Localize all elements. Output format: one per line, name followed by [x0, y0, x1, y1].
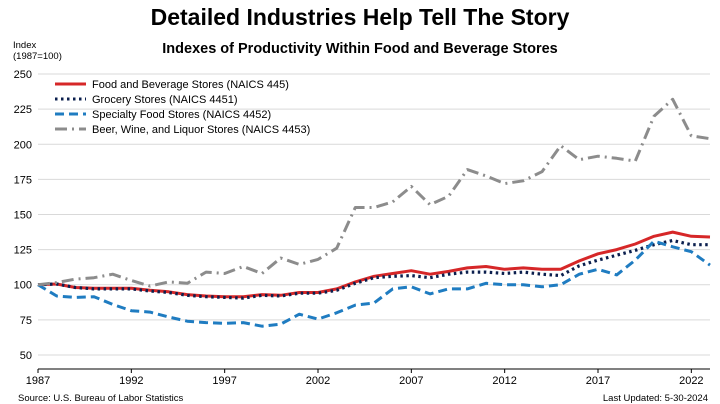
- legend: Food and Beverage Stores (NAICS 445) Groc…: [55, 79, 310, 136]
- y-axis-unit-label: Index (1987=100): [13, 40, 62, 62]
- gridlines: [38, 73, 710, 356]
- y-tick-label-250: 250: [14, 69, 32, 81]
- last-updated-note: Last Updated: 5-30-2024: [602, 393, 708, 404]
- x-tick-label-2017: 2017: [586, 375, 610, 387]
- chart-title: Detailed Industries Help Tell The Story: [150, 4, 570, 30]
- y-axis-unit-line1: Index: [13, 40, 37, 51]
- legend-label-4: Beer, Wine, and Liquor Stores (NAICS 445…: [92, 124, 310, 136]
- y-tick-label-200: 200: [14, 139, 32, 151]
- x-axis: 1987 1992 1997 2002 2007 2012 2017 2022: [26, 368, 710, 387]
- x-tick-label-2012: 2012: [492, 375, 516, 387]
- x-tick-label-1997: 1997: [212, 375, 236, 387]
- x-tick-label-1987: 1987: [26, 375, 50, 387]
- y-tick-label-225: 225: [14, 104, 32, 116]
- y-axis-ticks: 50 75 100 125 150 175 200 225 250: [14, 69, 32, 362]
- y-tick-label-125: 125: [14, 245, 32, 257]
- legend-label-2: Grocery Stores (NAICS 4451): [92, 94, 238, 106]
- chart-subtitle: Indexes of Productivity Within Food and …: [162, 41, 558, 57]
- series-line-1: [37, 230, 711, 299]
- x-tick-label-1992: 1992: [119, 375, 143, 387]
- series-line-4: [37, 97, 711, 288]
- y-tick-label-75: 75: [20, 315, 32, 327]
- y-tick-label-50: 50: [20, 350, 32, 362]
- legend-label-3: Specialty Food Stores (NAICS 4452): [92, 109, 271, 121]
- y-tick-label-100: 100: [14, 280, 32, 292]
- source-note: Source: U.S. Bureau of Labor Statistics: [18, 393, 184, 404]
- legend-label-1: Food and Beverage Stores (NAICS 445): [92, 79, 289, 91]
- y-axis-unit-line2: (1987=100): [13, 51, 62, 62]
- y-tick-label-150: 150: [14, 210, 32, 222]
- y-tick-label-175: 175: [14, 174, 32, 186]
- x-tick-label-2022: 2022: [679, 375, 703, 387]
- series-line-3: [37, 239, 711, 328]
- series-lines: [37, 97, 711, 328]
- x-tick-label-2002: 2002: [306, 375, 330, 387]
- x-tick-label-2007: 2007: [399, 375, 423, 387]
